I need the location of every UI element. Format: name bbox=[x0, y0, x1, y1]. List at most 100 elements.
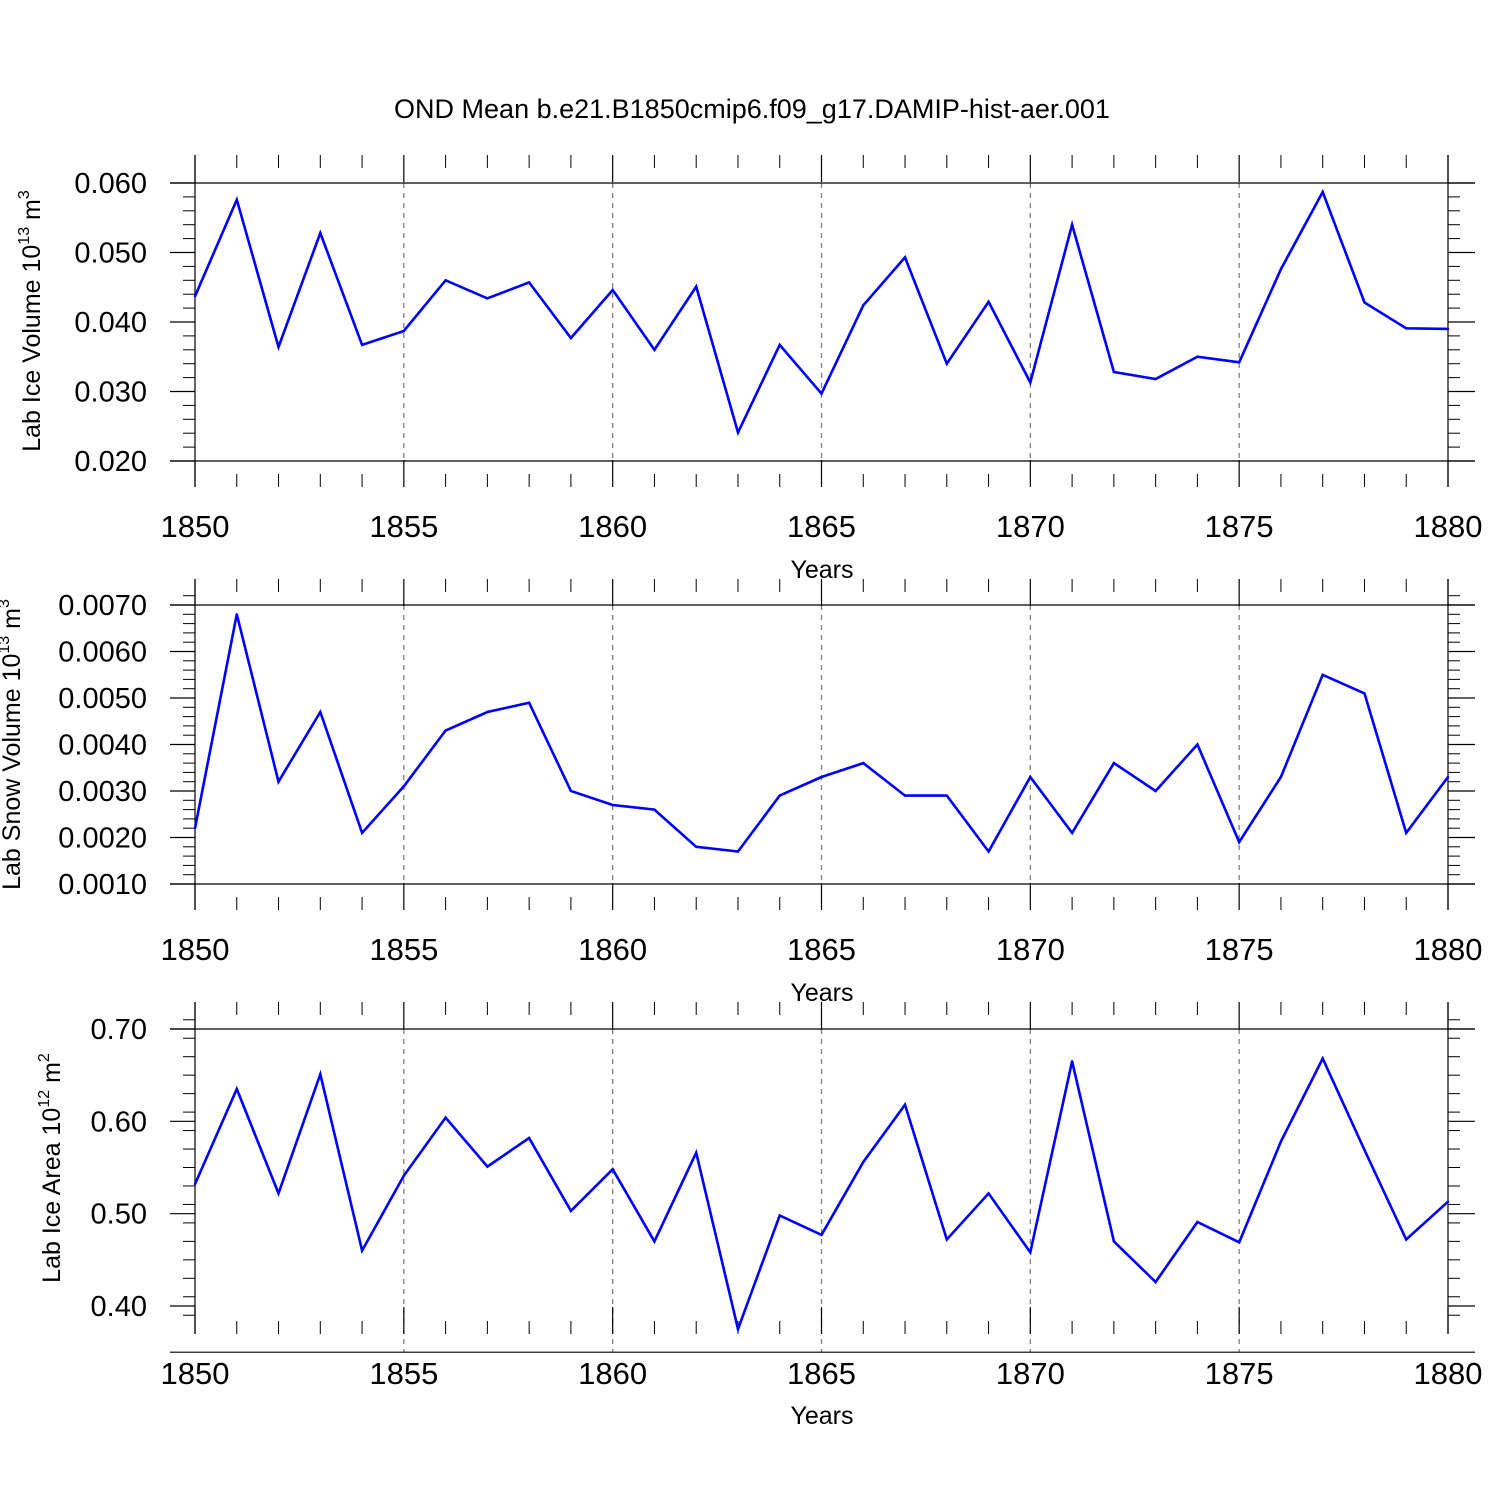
data-point bbox=[778, 1214, 781, 1217]
data-point bbox=[402, 785, 406, 788]
data-point bbox=[1154, 377, 1157, 381]
data-point bbox=[820, 775, 823, 779]
data-point bbox=[193, 827, 197, 830]
x-tick-label: 1875 bbox=[1205, 1356, 1274, 1391]
data-point bbox=[1279, 1140, 1283, 1143]
data-point bbox=[486, 1165, 489, 1168]
x-tick-label: 1875 bbox=[1205, 932, 1274, 967]
x-tick-label: 1875 bbox=[1205, 509, 1274, 544]
y-tick-label: 0.60 bbox=[91, 1106, 147, 1138]
panel-ice-volume: 0.020 0.030 0.040 0.050 0.060 1850 1855 1860 186… bbox=[16, 155, 1482, 584]
data-point bbox=[1237, 361, 1241, 364]
data-point bbox=[1446, 775, 1450, 779]
data-point bbox=[527, 1136, 531, 1140]
data-point bbox=[277, 780, 280, 783]
y-axis-label: Lab Ice Volume 1013 m3 bbox=[16, 190, 46, 452]
data-point bbox=[862, 1160, 865, 1164]
data-point bbox=[611, 288, 614, 292]
data-point bbox=[1446, 327, 1450, 331]
x-tick-label: 1860 bbox=[578, 1356, 647, 1391]
data-point bbox=[1237, 840, 1241, 844]
x-tick-label: 1865 bbox=[787, 509, 856, 544]
data-point bbox=[1196, 1220, 1199, 1224]
chart-title: OND Mean b.e21.B1850cmip6.f09_g17.DAMIP-… bbox=[394, 94, 1110, 124]
y-tick-label: 0.40 bbox=[91, 1291, 147, 1323]
data-point bbox=[778, 343, 781, 347]
data-point bbox=[611, 1168, 614, 1171]
y-axis-label: Lab Snow Volume 1013 m3 bbox=[0, 599, 26, 890]
data-point bbox=[319, 231, 322, 235]
data-point bbox=[945, 362, 948, 365]
data-point bbox=[1196, 355, 1199, 358]
data-point bbox=[277, 345, 280, 349]
panel-snow-volume: 0.0010 0.0020 0.0030 0.0040 0.0050 0.0060 0.00… bbox=[0, 579, 1482, 1007]
data-point bbox=[987, 1192, 990, 1195]
data-point bbox=[486, 710, 489, 714]
x-tick-label: 1865 bbox=[787, 932, 856, 967]
data-point bbox=[736, 850, 740, 853]
data-point bbox=[1363, 692, 1366, 695]
data-point bbox=[695, 1151, 698, 1154]
y-tick-label: 0.0040 bbox=[58, 730, 147, 762]
data-point bbox=[486, 297, 489, 300]
x-tick-label: 1860 bbox=[578, 509, 647, 544]
data-point bbox=[402, 329, 406, 333]
data-point bbox=[193, 295, 197, 298]
data-point bbox=[527, 281, 531, 284]
data-point bbox=[235, 613, 238, 616]
data-point bbox=[1279, 775, 1283, 779]
x-tick-label: 1850 bbox=[161, 509, 230, 544]
x-tick-label: 1855 bbox=[369, 509, 438, 544]
data-point bbox=[820, 1233, 823, 1237]
data-point bbox=[1029, 381, 1032, 384]
x-tick-label: 1860 bbox=[578, 932, 647, 967]
data-point bbox=[987, 850, 990, 853]
data-point bbox=[1070, 223, 1074, 226]
data-point bbox=[235, 1087, 238, 1091]
data-point bbox=[945, 1238, 948, 1241]
data-point bbox=[360, 831, 364, 835]
data-point bbox=[444, 279, 447, 282]
x-tick-label: 1855 bbox=[369, 932, 438, 967]
x-tick-label: 1880 bbox=[1414, 509, 1483, 544]
x-tick-label: 1870 bbox=[996, 1356, 1065, 1391]
x-tick-label: 1870 bbox=[996, 509, 1065, 544]
data-point bbox=[778, 794, 781, 797]
data-point bbox=[862, 761, 865, 765]
data-point bbox=[736, 431, 740, 434]
x-tick-label: 1850 bbox=[161, 932, 230, 967]
data-point bbox=[903, 256, 907, 259]
data-point bbox=[319, 1073, 322, 1076]
data-point bbox=[1154, 789, 1157, 793]
data-point bbox=[1279, 267, 1283, 271]
x-tick-label: 1880 bbox=[1414, 1356, 1483, 1391]
y-tick-label: 0.0060 bbox=[58, 637, 147, 669]
data-point bbox=[569, 789, 573, 793]
data-point bbox=[1405, 831, 1408, 835]
data-point bbox=[569, 1209, 573, 1213]
x-tick-label: 1880 bbox=[1414, 932, 1483, 967]
data-point bbox=[444, 1116, 447, 1119]
y-tick-label: 0.70 bbox=[91, 1014, 147, 1046]
data-point bbox=[695, 285, 698, 288]
data-point bbox=[1112, 370, 1116, 374]
y-tick-label: 0.0030 bbox=[58, 776, 147, 808]
data-point bbox=[527, 701, 531, 704]
data-point bbox=[653, 808, 656, 811]
data-point bbox=[402, 1174, 406, 1178]
y-tick-label: 0.040 bbox=[74, 307, 147, 339]
data-point bbox=[360, 343, 364, 347]
data-point bbox=[1321, 673, 1324, 676]
data-point bbox=[945, 794, 948, 797]
x-axis-label: Years bbox=[790, 1402, 853, 1430]
data-point bbox=[1112, 761, 1116, 765]
data-point bbox=[862, 304, 865, 307]
y-tick-label: 0.50 bbox=[91, 1199, 147, 1231]
data-point bbox=[987, 300, 990, 304]
data-point bbox=[1363, 301, 1366, 304]
y-tick-label: 0.0070 bbox=[58, 590, 147, 622]
chart-panels: 0.020 0.030 0.040 0.050 0.060 1850 1855 1860 186… bbox=[0, 155, 1482, 1430]
data-point bbox=[1196, 743, 1199, 746]
data-point bbox=[903, 794, 907, 797]
